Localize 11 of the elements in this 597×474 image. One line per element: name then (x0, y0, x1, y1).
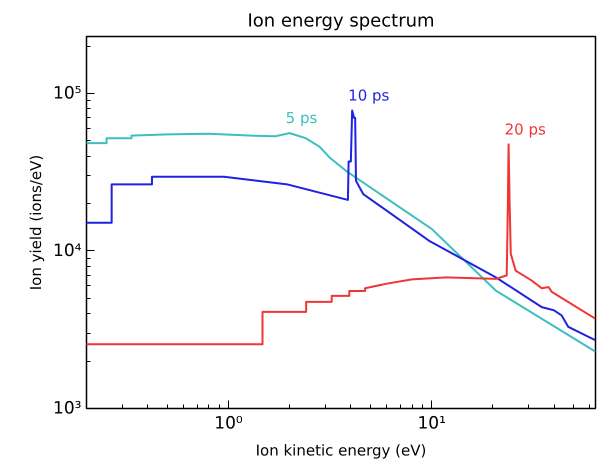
y-tick-label: 10⁵ (53, 83, 82, 104)
y-axis-title: Ion yield (ions/eV) (27, 154, 46, 290)
x-tick-label: 10⁰ (214, 414, 243, 434)
y-tick-label: 10³ (53, 398, 82, 418)
chart-title: Ion energy spectrum (247, 10, 435, 32)
series-label: 10 ps (348, 86, 390, 104)
y-tick-label: 10⁴ (53, 240, 82, 261)
series-label: 20 ps (504, 120, 546, 138)
x-tick-label: 10¹ (417, 414, 446, 434)
x-axis-title: Ion kinetic energy (eV) (256, 442, 426, 460)
series-label: 5 ps (286, 109, 318, 128)
